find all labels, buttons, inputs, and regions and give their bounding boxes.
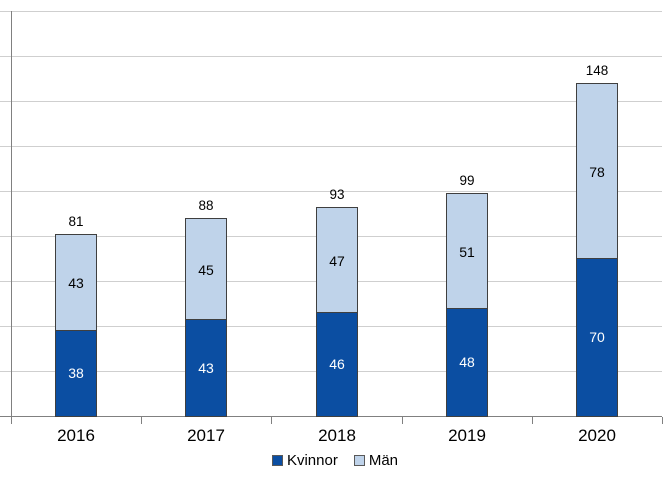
segment-value-man-2018: 47 [329,252,345,269]
y-axis-line [11,11,12,417]
x-axis-label-2018: 2018 [318,426,356,445]
x-axis-label-2019: 2019 [448,426,486,445]
x-axis-label-2016: 2016 [57,426,95,445]
segment-value-kvinnor-2018: 46 [329,356,345,372]
x-axis-tick [402,417,403,424]
x-axis-tick [662,417,663,424]
x-axis-tick [11,417,12,424]
legend-item-kvinnor: Kvinnor [271,452,338,469]
segment-value-man-2017: 45 [198,261,214,278]
bar-2017: 43 45 [185,218,227,417]
bar-2020: 70 78 [576,83,618,417]
x-axis-label-2020: 2020 [578,426,616,445]
segment-value-man-2020: 78 [589,163,605,180]
segment-value-kvinnor-2016: 38 [68,365,84,381]
bar-2016: 38 43 [55,234,97,417]
gridline-160 [0,56,662,57]
gridline-140 [0,101,662,102]
segment-value-kvinnor-2020: 70 [589,329,605,345]
legend-label-man: Män [368,452,399,469]
total-value-2019: 99 [459,173,475,188]
segment-value-kvinnor-2017: 43 [198,359,214,376]
bar-2018: 46 47 [316,207,358,417]
gridline-100 [0,191,662,192]
legend-swatch-man-icon [353,455,365,466]
total-value-2017: 88 [198,198,214,213]
x-axis-tick [532,417,533,424]
segment-value-kvinnor-2019: 48 [459,354,475,370]
bar-segment-kvinnor-2017 [186,319,226,416]
legend-swatch-kvinnor-icon [271,455,283,466]
gridline-120 [0,146,662,147]
x-axis-tick [141,417,142,424]
total-value-2018: 93 [329,187,345,202]
x-axis-tick [271,417,272,424]
bar-segment-kvinnor-2016 [56,330,96,416]
segment-value-man-2016: 43 [68,275,84,291]
bar-segment-kvinnor-2019 [447,308,487,416]
bar-2019: 48 51 [446,193,488,417]
total-value-2016: 81 [68,214,84,229]
segment-value-man-2019: 51 [459,243,475,260]
gridline-180 [0,11,662,12]
bar-segment-kvinnor-2018 [317,312,357,416]
x-axis-label-2017: 2017 [187,426,225,445]
legend: Kvinnor Män [0,452,670,469]
legend-item-man: Män [353,452,399,469]
bar-segment-kvinnor-2020 [577,258,617,416]
legend-label-kvinnor: Kvinnor [286,452,338,469]
total-value-2020: 148 [585,63,609,78]
